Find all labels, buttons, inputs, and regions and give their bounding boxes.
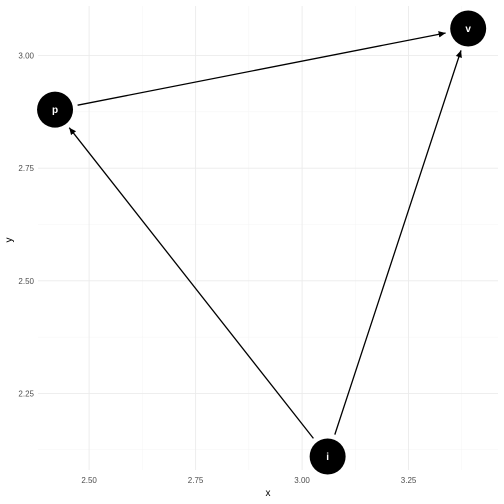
node-v: v [450, 10, 487, 47]
y-axis-ticks: 2.25 2.50 2.75 3.00 [18, 52, 34, 399]
node-circle [37, 91, 74, 128]
nodes: p v i [37, 10, 487, 475]
edges [68, 31, 462, 439]
x-tick-label: 3.00 [294, 476, 310, 485]
node-i: i [309, 438, 346, 475]
node-p: p [37, 91, 74, 128]
x-tick-label: 2.50 [81, 476, 97, 485]
y-axis-title: y [4, 238, 15, 243]
edge-i-to-v [334, 50, 462, 435]
node-label: p [52, 105, 58, 116]
grid [38, 6, 498, 470]
node-circle [450, 10, 487, 47]
node-circle [309, 438, 346, 475]
y-tick-label: 2.50 [18, 277, 34, 286]
node-label: v [465, 24, 471, 35]
y-tick-label: 2.75 [18, 164, 34, 173]
edge-i-to-p [68, 127, 314, 439]
edge-p-to-v [77, 31, 446, 106]
y-tick-label: 3.00 [18, 52, 34, 61]
node-label: i [326, 452, 329, 463]
x-axis-ticks: 2.50 2.75 3.00 3.25 [81, 476, 417, 485]
x-axis-title: x [266, 488, 271, 499]
x-tick-label: 2.75 [188, 476, 204, 485]
x-tick-label: 3.25 [401, 476, 417, 485]
y-tick-label: 2.25 [18, 389, 34, 398]
